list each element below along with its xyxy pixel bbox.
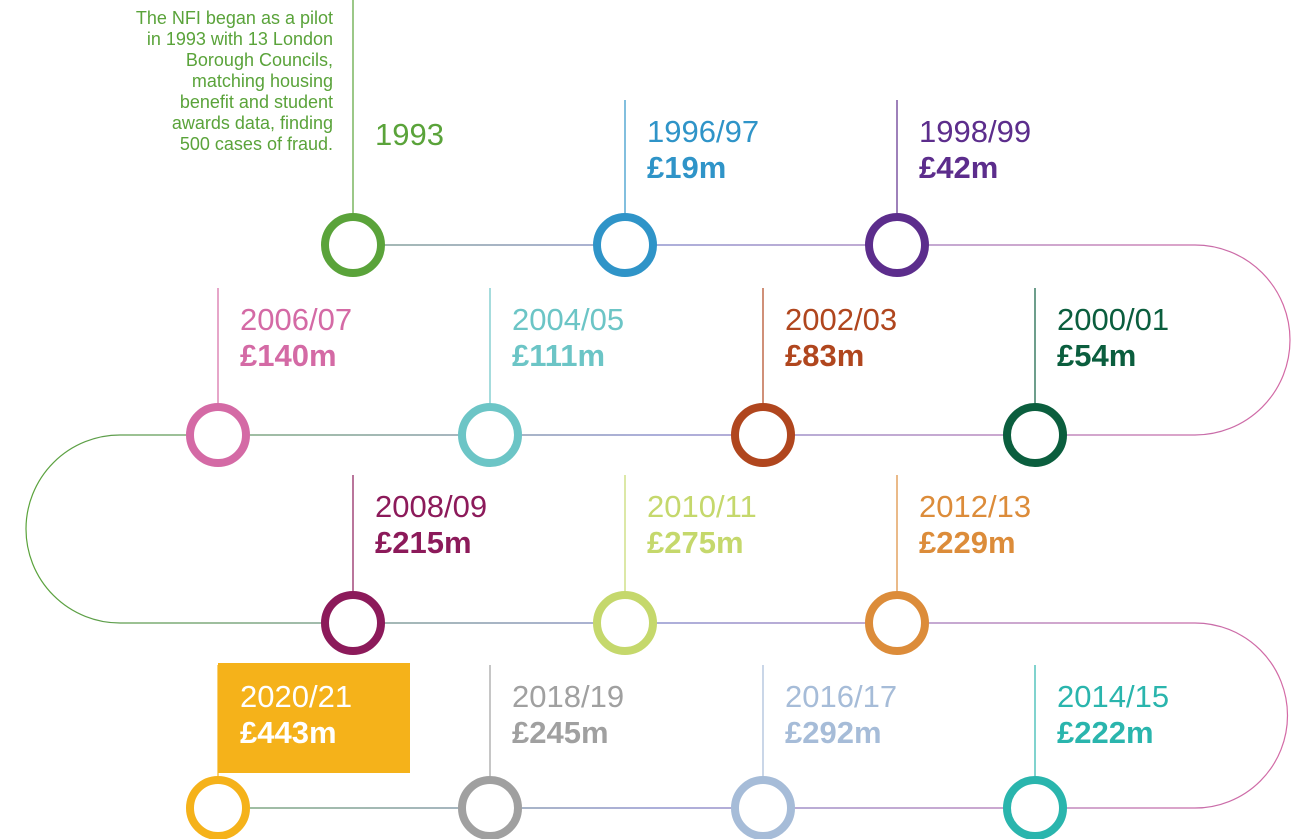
milestone-marker <box>458 403 522 467</box>
amount-label: £111m <box>512 338 605 373</box>
highlight-box <box>218 663 410 773</box>
milestone-marker <box>1003 403 1067 467</box>
milestone: 2018/19£245m <box>458 665 624 839</box>
track <box>25 244 1291 809</box>
amount-label: £140m <box>240 338 337 373</box>
year-label: 2004/05 <box>512 302 624 337</box>
year-label: 2000/01 <box>1057 302 1169 337</box>
milestone-marker <box>593 591 657 655</box>
amount-label: £245m <box>512 715 609 750</box>
intro-line: matching housing <box>191 71 333 91</box>
milestone-marker <box>731 776 795 839</box>
year-label: 1996/97 <box>647 114 759 149</box>
year-label: 2006/07 <box>240 302 352 337</box>
intro-line: benefit and student <box>179 92 333 112</box>
intro-line: awards data, finding <box>171 113 333 133</box>
milestone-marker <box>865 213 929 277</box>
milestone-marker <box>865 591 929 655</box>
intro-line: Borough Councils, <box>185 50 333 70</box>
year-label: 1998/99 <box>919 114 1031 149</box>
milestone: 2004/05£111m <box>458 288 624 467</box>
milestone: 2008/09£215m <box>321 475 487 655</box>
year-label: 2010/11 <box>647 489 757 524</box>
milestone: 1996/97£19m <box>593 100 759 277</box>
milestone: 1998/99£42m <box>865 100 1031 277</box>
milestone-marker <box>731 403 795 467</box>
amount-label: £215m <box>375 525 472 560</box>
amount-label: £42m <box>919 150 998 185</box>
milestone: 2006/07£140m <box>186 288 352 467</box>
year-label: 2020/21 <box>240 679 352 714</box>
amount-label: £222m <box>1057 715 1154 750</box>
milestone-marker <box>321 591 385 655</box>
intro-line: The NFI began as a pilot <box>135 8 333 28</box>
milestone: 2014/15£222m <box>1003 665 1169 839</box>
amount-label: £54m <box>1057 338 1136 373</box>
milestone: 2002/03£83m <box>731 288 897 467</box>
year-label: 2016/17 <box>785 679 897 714</box>
milestone: 2012/13£229m <box>865 475 1031 655</box>
amount-label: £229m <box>919 525 1016 560</box>
year-label: 2002/03 <box>785 302 897 337</box>
amount-label: £83m <box>785 338 864 373</box>
milestone-marker <box>593 213 657 277</box>
milestone: 2000/01£54m <box>1003 288 1169 467</box>
milestone: 2016/17£292m <box>731 665 897 839</box>
milestone-marker <box>186 403 250 467</box>
milestone: 1993 <box>321 0 444 277</box>
milestone: 2010/11£275m <box>593 475 757 655</box>
amount-label: £443m <box>240 715 337 750</box>
year-label: 1993 <box>375 117 444 152</box>
milestone-marker <box>186 776 250 839</box>
intro-line: 500 cases of fraud. <box>179 134 333 154</box>
intro-line: in 1993 with 13 London <box>146 29 333 49</box>
year-label: 2008/09 <box>375 489 487 524</box>
intro-text: The NFI began as a pilot in 1993 with 13 … <box>0 8 333 155</box>
amount-label: £275m <box>647 525 744 560</box>
year-label: 2018/19 <box>512 679 624 714</box>
year-label: 2014/15 <box>1057 679 1169 714</box>
amount-label: £19m <box>647 150 726 185</box>
milestone-marker <box>458 776 522 839</box>
year-label: 2012/13 <box>919 489 1031 524</box>
milestone-marker <box>321 213 385 277</box>
milestone: 2020/21£443m <box>186 663 410 839</box>
milestone-marker <box>1003 776 1067 839</box>
amount-label: £292m <box>785 715 882 750</box>
